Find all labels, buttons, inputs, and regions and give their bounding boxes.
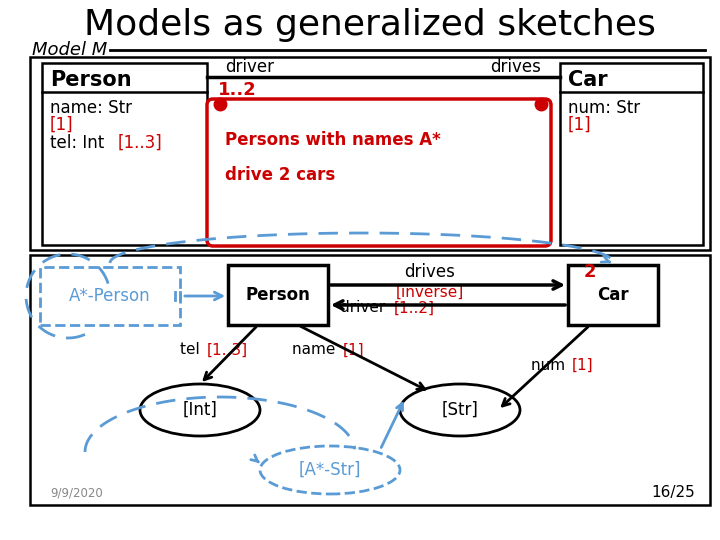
Text: num: Str: num: Str (568, 99, 640, 117)
Text: driver: driver (340, 300, 390, 315)
FancyBboxPatch shape (42, 63, 207, 245)
Text: Persons with names A*: Persons with names A* (225, 131, 441, 149)
Ellipse shape (400, 384, 520, 436)
Ellipse shape (260, 446, 400, 494)
Text: [Int]: [Int] (183, 401, 217, 419)
Text: drives: drives (405, 263, 456, 281)
Text: [1..2]: [1..2] (394, 300, 435, 315)
Text: tel: Int: tel: Int (50, 134, 109, 152)
Text: [1]: [1] (50, 116, 73, 134)
Text: name: Str: name: Str (50, 99, 132, 117)
Text: Person: Person (50, 70, 132, 90)
Text: [1]: [1] (343, 342, 364, 357)
Text: 16/25: 16/25 (652, 485, 695, 501)
Text: A*-Person: A*-Person (69, 287, 150, 305)
Text: drive 2 cars: drive 2 cars (225, 166, 336, 184)
FancyBboxPatch shape (30, 255, 710, 505)
FancyBboxPatch shape (228, 265, 328, 325)
Text: [inverse]: [inverse] (396, 285, 464, 300)
Text: 9/9/2020: 9/9/2020 (50, 487, 103, 500)
Text: num: num (531, 357, 570, 373)
FancyBboxPatch shape (40, 267, 180, 325)
Text: 2: 2 (584, 263, 596, 281)
Text: tel: tel (181, 342, 205, 357)
Text: Person: Person (246, 286, 310, 304)
Text: Car: Car (597, 286, 629, 304)
Text: [1..3]: [1..3] (207, 342, 248, 357)
Text: [A*-Str]: [A*-Str] (299, 461, 361, 479)
Ellipse shape (140, 384, 260, 436)
Text: [1..3]: [1..3] (118, 134, 163, 152)
Text: [1]: [1] (568, 116, 592, 134)
FancyBboxPatch shape (30, 57, 710, 250)
Text: Models as generalized sketches: Models as generalized sketches (84, 8, 656, 42)
Text: 1..2: 1..2 (218, 81, 257, 99)
FancyBboxPatch shape (207, 99, 551, 246)
FancyBboxPatch shape (560, 63, 703, 245)
Text: name: name (292, 342, 340, 357)
FancyBboxPatch shape (568, 265, 658, 325)
Text: [Str]: [Str] (441, 401, 478, 419)
Text: [1]: [1] (572, 357, 593, 373)
Text: Model M: Model M (32, 41, 107, 59)
Text: drives: drives (490, 58, 541, 76)
Text: Car: Car (568, 70, 608, 90)
Text: driver: driver (225, 58, 274, 76)
